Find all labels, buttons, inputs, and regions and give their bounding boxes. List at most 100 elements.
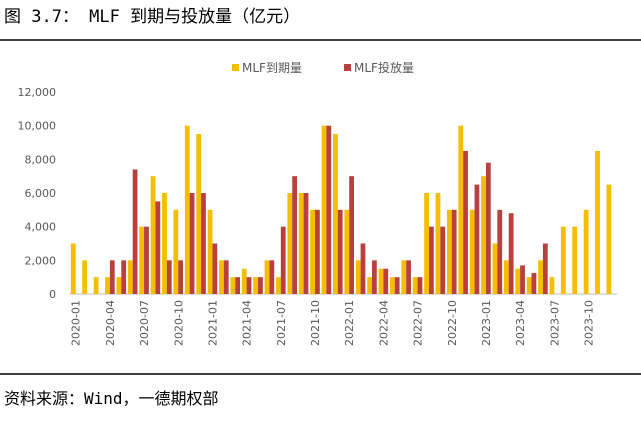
bar bbox=[105, 277, 110, 294]
bar bbox=[116, 277, 122, 294]
bar bbox=[333, 134, 338, 294]
y-tick-label: 12,000 bbox=[18, 86, 57, 99]
y-tick-label: 2,000 bbox=[25, 254, 57, 267]
bar bbox=[435, 193, 441, 294]
bar bbox=[515, 268, 521, 294]
x-tick-label: 2023-01 bbox=[480, 300, 493, 346]
bar bbox=[212, 243, 218, 294]
bar bbox=[389, 277, 395, 294]
source: 资料来源：Wind，一德期权部 bbox=[4, 389, 219, 408]
bar bbox=[321, 125, 327, 295]
bar bbox=[451, 209, 457, 294]
bar bbox=[485, 162, 491, 294]
bar bbox=[166, 260, 172, 294]
x-tick-label: 2022-04 bbox=[377, 300, 390, 346]
bar bbox=[560, 226, 566, 294]
y-tick-label: 6,000 bbox=[25, 187, 57, 200]
bar bbox=[155, 201, 161, 294]
bar bbox=[241, 268, 247, 294]
x-tick-label: 2020-10 bbox=[172, 300, 185, 346]
bar bbox=[70, 243, 76, 294]
bar bbox=[258, 277, 263, 294]
x-tick-label: 2020-07 bbox=[138, 300, 151, 346]
bar bbox=[378, 268, 384, 294]
bar bbox=[196, 134, 202, 294]
legend-label: MLF投放量 bbox=[354, 60, 414, 75]
bar bbox=[572, 226, 578, 294]
bar bbox=[253, 277, 259, 294]
x-tick-label: 2021-01 bbox=[206, 300, 219, 346]
bar bbox=[287, 193, 293, 294]
bar bbox=[383, 268, 389, 294]
bar bbox=[406, 260, 411, 294]
bar bbox=[139, 226, 145, 294]
bar bbox=[230, 277, 236, 294]
bar bbox=[469, 209, 475, 294]
bar bbox=[542, 243, 548, 294]
bar bbox=[184, 125, 190, 295]
bar bbox=[246, 277, 252, 294]
bar bbox=[235, 277, 241, 294]
bar bbox=[595, 150, 600, 294]
bar bbox=[458, 125, 464, 295]
bar bbox=[371, 260, 377, 294]
bar bbox=[315, 209, 320, 294]
x-tick-label: 2022-07 bbox=[412, 300, 425, 346]
bar bbox=[207, 209, 213, 294]
bar bbox=[538, 260, 543, 294]
bar bbox=[93, 277, 99, 294]
y-tick-label: 4,000 bbox=[25, 221, 57, 234]
bar bbox=[178, 260, 184, 294]
bar bbox=[549, 277, 555, 294]
bar bbox=[394, 277, 400, 294]
bar bbox=[531, 272, 537, 294]
bar bbox=[492, 243, 498, 294]
title: 图 3.7： MLF 到期与投放量（亿元） bbox=[4, 7, 300, 27]
x-tick-label: 2021-04 bbox=[241, 300, 254, 346]
bar bbox=[264, 260, 270, 294]
bar bbox=[144, 226, 149, 294]
bar bbox=[326, 125, 332, 295]
x-tick-label: 2021-07 bbox=[275, 300, 288, 346]
bar bbox=[446, 209, 452, 294]
bar bbox=[428, 226, 434, 294]
bar bbox=[276, 277, 281, 294]
bar bbox=[424, 193, 429, 294]
x-tick-label: 2020-01 bbox=[70, 300, 83, 346]
legend-swatch bbox=[232, 64, 239, 71]
x-tick-label: 2023-07 bbox=[548, 300, 561, 346]
bar bbox=[303, 193, 309, 294]
legend-swatch bbox=[344, 64, 351, 71]
bar bbox=[173, 209, 179, 294]
bar bbox=[150, 176, 156, 294]
y-tick-label: 10,000 bbox=[18, 120, 57, 133]
bar bbox=[310, 209, 316, 294]
bar bbox=[219, 260, 224, 294]
bar bbox=[280, 226, 286, 294]
x-tick-label: 2022-01 bbox=[343, 300, 356, 346]
x-tick-label: 2021-10 bbox=[309, 300, 322, 346]
bar bbox=[344, 209, 350, 294]
bar bbox=[162, 193, 167, 294]
bar bbox=[503, 260, 509, 294]
bar bbox=[520, 265, 525, 294]
bar bbox=[583, 209, 589, 294]
bar bbox=[355, 260, 361, 294]
x-tick-label: 2022-10 bbox=[446, 300, 459, 346]
bar bbox=[508, 213, 514, 294]
bar bbox=[223, 260, 229, 294]
bar bbox=[481, 176, 486, 294]
bar bbox=[269, 260, 275, 294]
bar bbox=[189, 193, 195, 294]
bar bbox=[349, 176, 354, 294]
bar bbox=[463, 150, 468, 294]
bar bbox=[526, 277, 532, 294]
bar bbox=[121, 260, 127, 294]
bar bbox=[497, 209, 503, 294]
x-tick-label: 2023-04 bbox=[514, 300, 527, 346]
y-tick-label: 0 bbox=[49, 288, 56, 301]
bar bbox=[412, 277, 418, 294]
bar bbox=[82, 260, 88, 294]
bar bbox=[132, 169, 138, 294]
